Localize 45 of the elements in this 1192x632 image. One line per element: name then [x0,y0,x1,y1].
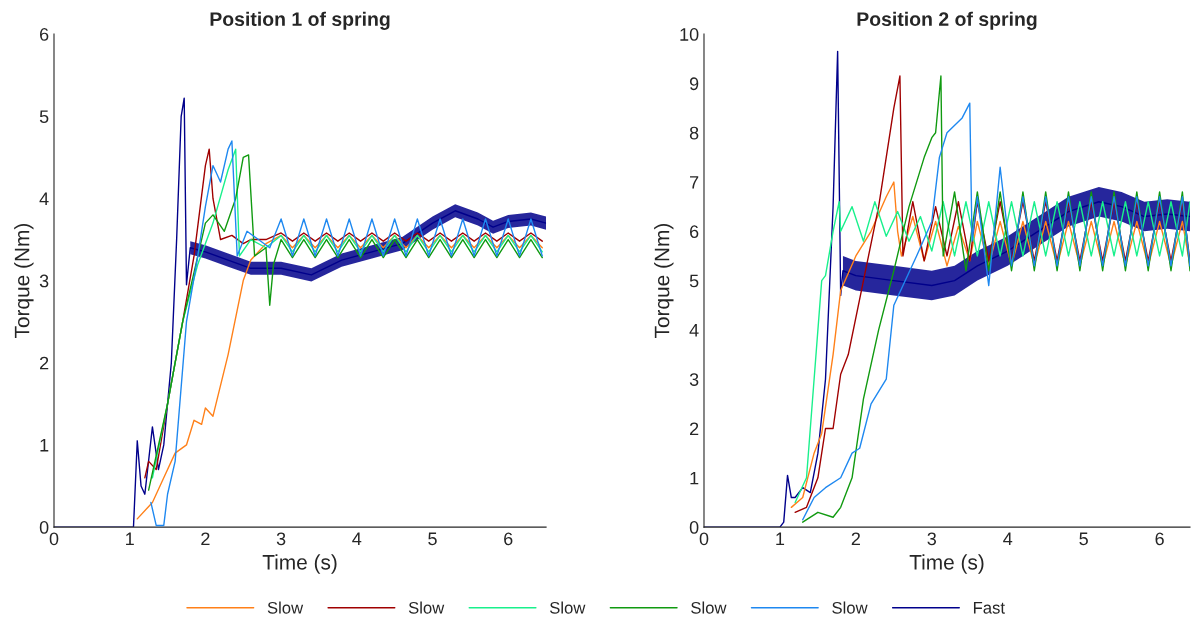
y-tick-label: 2 [690,422,699,436]
legend-label: Slow [832,601,868,614]
x-tick-label: 6 [504,532,513,546]
y-tick-label: 2 [40,356,49,370]
y-tick-label: 4 [689,324,699,337]
y-axis-title: Torque (Nm) [14,224,34,339]
x-tick-label: 2 [201,532,210,546]
x-tick-label: 3 [276,532,286,546]
x-tick-label: 5 [1079,532,1088,546]
y-tick-label: 7 [690,176,699,189]
x-tick-label: 4 [352,532,362,546]
y-tick-label: 3 [39,274,49,288]
x-tick-label: 0 [699,532,709,546]
x-tick-label: 2 [851,532,860,546]
y-tick-label: 5 [689,274,699,288]
y-tick-label: 6 [40,28,49,41]
line-series [136,234,543,520]
legend-label: Slow [408,601,445,614]
x-axis-title: Time (s) [909,554,984,574]
legend-label: Slow [267,601,304,614]
y-tick-label: 5 [39,110,49,124]
y-tick-label: 6 [690,225,699,239]
x-tick-label: 1 [126,532,134,546]
x-tick-label: 1 [776,532,785,546]
y-axis-title: Torque (Nm) [654,224,674,339]
y-tick-label: 0 [689,521,699,534]
y-tick-label: 8 [689,126,699,140]
x-tick-label: 5 [428,532,437,546]
x-tick-label: 0 [49,532,59,546]
y-tick-label: 4 [39,192,49,205]
x-tick-label: 4 [1003,532,1013,546]
y-tick-label: 1 [690,471,699,485]
legend-label: Fast [973,602,1005,614]
x-axis-title: Time (s) [262,554,337,574]
y-tick-label: 9 [689,77,699,91]
y-tick-label: 1 [40,439,49,452]
x-tick-label: 6 [1155,532,1164,546]
chart-title: Position 2 of spring [857,11,1037,30]
chart-title: Position 1 of spring [210,11,390,30]
y-tick-label: 3 [689,373,699,386]
legend-label: Slow [691,601,727,614]
x-tick-label: 3 [927,532,937,546]
legend-label: Slow [549,601,586,614]
y-tick-label: 10 [680,28,699,41]
y-tick-label: 0 [39,521,49,534]
